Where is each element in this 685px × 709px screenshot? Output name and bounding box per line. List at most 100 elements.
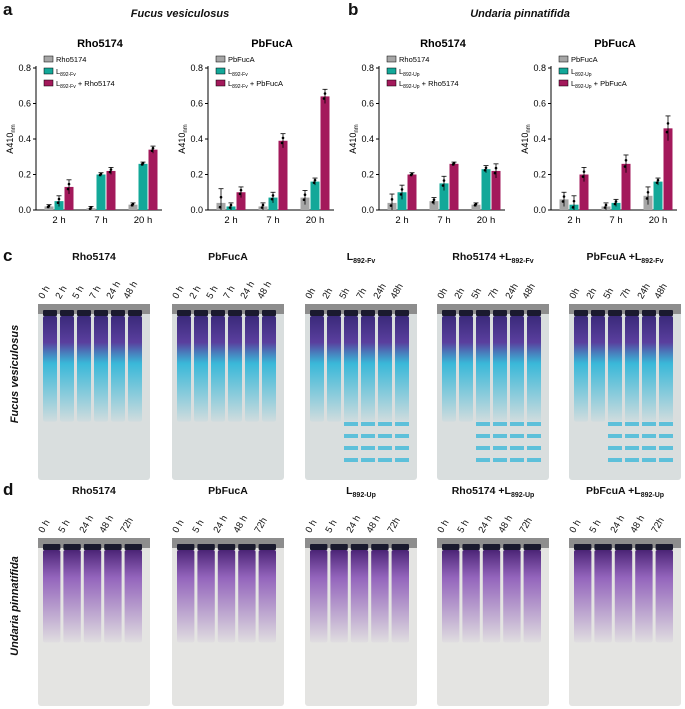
lane-label: 72h xyxy=(118,515,136,535)
data-point xyxy=(261,203,265,207)
gel-lane xyxy=(591,316,605,422)
y-tick-label: 0.4 xyxy=(190,134,203,144)
data-point xyxy=(582,170,586,173)
gel-well xyxy=(395,310,409,316)
gel-title: PbFucA xyxy=(162,251,294,263)
gel-lane xyxy=(211,316,225,422)
legend-swatch xyxy=(558,79,569,87)
lane-label: 7h xyxy=(618,286,634,301)
gel-title-subscript: 892-Up xyxy=(640,492,665,500)
lane-label: 0 h xyxy=(303,518,320,535)
lane-label: 5 h xyxy=(204,284,221,301)
data-point xyxy=(302,198,306,202)
gel-band xyxy=(493,434,507,438)
gel-band xyxy=(527,446,541,450)
data-point xyxy=(281,136,285,140)
gel-lane xyxy=(659,316,673,422)
gel-lane xyxy=(361,316,375,422)
gel-lane xyxy=(459,316,473,422)
y-tick-label: 0.8 xyxy=(190,63,203,73)
gel-lane xyxy=(594,550,612,643)
gel-band xyxy=(476,422,490,426)
x-tick-label: 20 h xyxy=(134,215,153,226)
data-point xyxy=(140,163,144,166)
gel-image xyxy=(172,304,284,480)
gel-well xyxy=(625,310,639,316)
lane-label: 7h xyxy=(486,286,502,301)
data-point xyxy=(656,178,660,182)
data-point xyxy=(150,149,154,153)
lane-label: 0 h xyxy=(36,518,53,535)
gel-title: PbFucA xyxy=(162,485,294,497)
gel-lane xyxy=(608,316,622,422)
lane-label: 7 h xyxy=(221,284,238,301)
gel-lane xyxy=(655,550,673,643)
lane-label: 0h xyxy=(435,286,451,301)
data-point xyxy=(108,170,112,174)
gel-band xyxy=(344,458,358,462)
legend-entry: L892-Fv xyxy=(228,67,248,78)
lane-label: 0h xyxy=(567,286,583,301)
data-point xyxy=(109,168,113,171)
legend-swatch xyxy=(43,55,54,63)
gel-image xyxy=(437,538,549,706)
gel-well xyxy=(659,310,673,316)
gel-lane xyxy=(625,316,639,422)
gel-lane xyxy=(310,550,328,643)
gel-title-text: PbFcuA +L xyxy=(586,251,642,263)
bar xyxy=(106,170,116,210)
data-point xyxy=(270,197,274,201)
gel-band xyxy=(642,434,656,438)
data-point xyxy=(666,122,670,125)
bar-chart-a-rho5174: Rho5174 A410nm 0.0 0.2 0.4 0.6 0.8 Rho5174 L892-… xyxy=(5,38,162,226)
y-axis-label: A410nm xyxy=(5,124,17,153)
lane-label: 24 h xyxy=(238,279,258,301)
data-point xyxy=(130,203,134,207)
panel-label-b: b xyxy=(348,0,359,19)
lane-label: 5h xyxy=(601,286,617,301)
legend-entry: L892-Fv + PbFucA xyxy=(228,79,283,90)
gel-well xyxy=(591,310,605,316)
legend-swatch xyxy=(386,55,397,63)
gel-title-subscript: 892-Fv xyxy=(641,258,664,266)
data-point xyxy=(67,182,71,186)
legend-entry: L892-Fv xyxy=(56,67,76,78)
chart-title: Rho5174 xyxy=(420,38,467,50)
data-point xyxy=(88,207,92,211)
gel-well xyxy=(642,310,656,316)
gel-well xyxy=(527,310,541,316)
gel-band xyxy=(395,458,409,462)
data-point xyxy=(581,175,585,178)
gel-band xyxy=(395,434,409,438)
gel-well-strip xyxy=(569,538,681,548)
data-point xyxy=(399,193,403,196)
x-tick-label: 20 h xyxy=(649,215,668,226)
y-tick-label: 0.2 xyxy=(190,170,203,180)
gel-well xyxy=(574,310,588,316)
bar xyxy=(64,186,74,210)
gel-lane xyxy=(310,316,324,422)
lane-label: 5 h xyxy=(587,518,604,535)
data-point xyxy=(572,199,576,203)
legend-entry: L892-Up xyxy=(571,67,592,78)
bar xyxy=(320,96,330,210)
lane-label: 24 h xyxy=(608,513,628,535)
gel-well xyxy=(124,544,142,550)
lane-label: 48 h xyxy=(97,513,117,535)
gel-band xyxy=(476,458,490,462)
gel-lane xyxy=(77,316,91,422)
gel-lane xyxy=(574,550,592,643)
data-point xyxy=(46,205,50,209)
data-point xyxy=(665,130,669,134)
legend-entry: Rho5174 xyxy=(56,55,86,64)
data-point xyxy=(57,197,61,201)
data-point xyxy=(312,181,316,184)
lane-label: 5 h xyxy=(190,518,207,535)
lane-label: 24 h xyxy=(77,513,97,535)
lane-label: 2h xyxy=(452,286,468,301)
data-point xyxy=(655,181,659,184)
data-point xyxy=(441,184,445,187)
data-point xyxy=(151,146,155,150)
gel-band xyxy=(476,446,490,450)
data-point xyxy=(561,200,565,203)
